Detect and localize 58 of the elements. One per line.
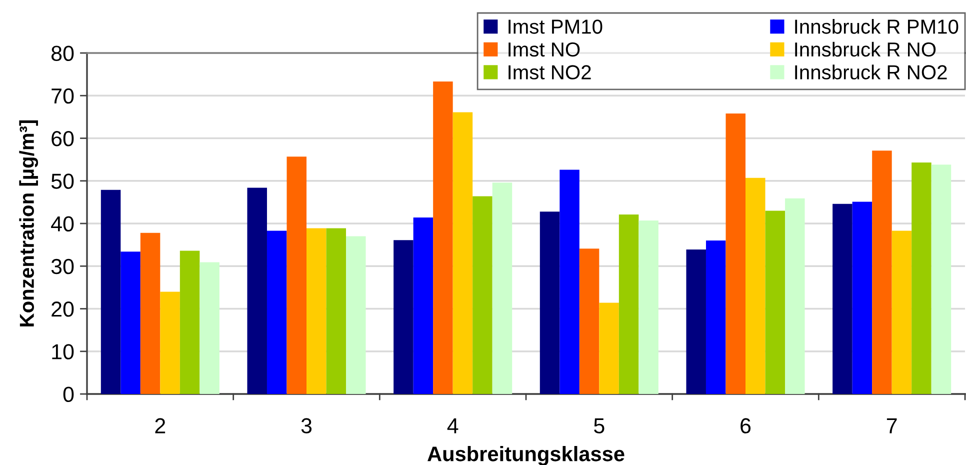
bar — [872, 150, 892, 394]
legend-label: Imst PM10 — [508, 20, 602, 34]
bar — [686, 250, 706, 394]
y-tick-label: 60 — [52, 131, 74, 146]
bar — [785, 198, 805, 394]
y-tick-label: 40 — [51, 216, 74, 232]
x-tick-label: 4 — [447, 418, 458, 434]
bar — [160, 292, 180, 394]
bar — [726, 114, 746, 394]
y-tick-label: 10 — [52, 344, 74, 360]
legend-label: Innsbruck R NO2 — [795, 64, 947, 80]
bar — [200, 262, 220, 394]
bar — [832, 204, 852, 394]
bar — [852, 202, 872, 394]
bar — [706, 240, 726, 394]
bar — [120, 252, 140, 394]
bar — [618, 214, 639, 394]
y-tick-label: 0 — [63, 386, 74, 402]
bar — [433, 82, 453, 394]
y-axis-title: Konzentration [µg/m³] — [19, 120, 38, 326]
legend-label: Innsbruck R NO — [795, 42, 936, 57]
bar — [746, 178, 766, 394]
bar — [638, 220, 658, 394]
bar — [931, 164, 952, 394]
bar — [326, 228, 346, 394]
bar — [472, 196, 492, 394]
y-tick-label: 30 — [51, 258, 74, 274]
bar — [492, 182, 512, 394]
bar — [394, 240, 414, 394]
bar — [540, 212, 560, 394]
bar — [140, 232, 160, 394]
bar — [599, 302, 619, 394]
x-tick-label: 3 — [301, 418, 312, 434]
y-tick-label: 70 — [52, 88, 74, 104]
x-tick-label: 5 — [594, 418, 604, 434]
bar — [579, 248, 600, 394]
bar — [306, 228, 326, 394]
legend-label: Imst NO2 — [508, 65, 591, 80]
legend-label: Innsbruck R PM10 — [795, 19, 958, 34]
x-tick-label: 7 — [886, 418, 897, 434]
bar — [765, 210, 786, 394]
legend-label: Imst NO — [508, 42, 580, 57]
bar — [452, 112, 473, 394]
bar — [286, 156, 306, 394]
y-tick-label: 20 — [52, 302, 74, 317]
bar — [912, 162, 932, 394]
bar — [413, 218, 434, 394]
bar — [266, 230, 287, 394]
y-tick-label: 80 — [51, 46, 74, 62]
bar — [180, 250, 200, 394]
bar — [247, 188, 267, 394]
x-tick-label: 2 — [155, 418, 166, 434]
bar — [346, 236, 366, 394]
y-tick-label: 50 — [51, 174, 74, 189]
x-tick-label: 6 — [740, 418, 751, 434]
bar — [100, 190, 121, 394]
bar — [560, 170, 580, 394]
bar — [892, 230, 912, 394]
